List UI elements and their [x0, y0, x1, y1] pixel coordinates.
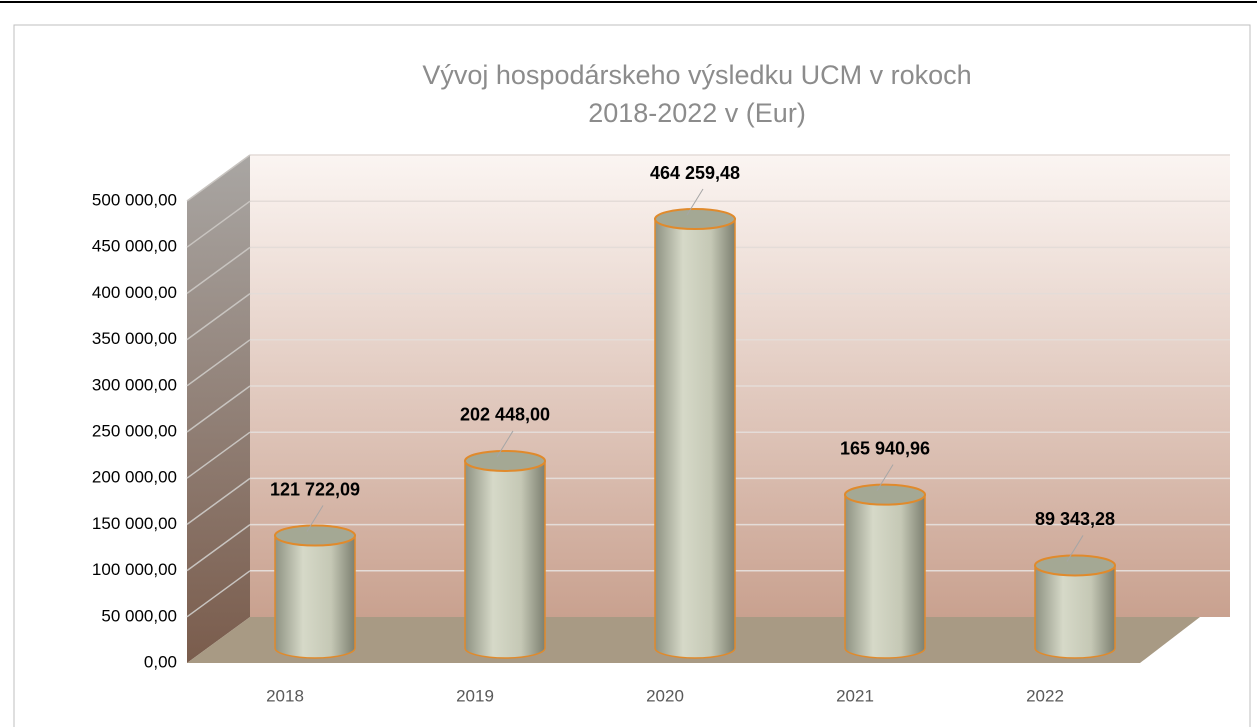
data-label: 165 940,96: [840, 438, 930, 458]
x-tick-label: 2022: [1026, 686, 1064, 705]
data-label: 202 448,00: [460, 405, 550, 425]
y-tick-label: 250 000,00: [92, 421, 177, 440]
y-tick-label: 350 000,00: [92, 329, 177, 348]
cylinder-top: [274, 524, 356, 547]
cylinder: [654, 218, 736, 659]
side-grid-line: [186, 477, 251, 526]
cylinder-top: [464, 449, 546, 472]
chart-title: Vývoj hospodárskeho výsledku UCM v rokoc…: [422, 60, 971, 90]
leader-line: [1066, 535, 1084, 562]
data-label: 464 259,48: [650, 163, 740, 183]
side-grid-line: [186, 200, 251, 248]
data-label: 89 343,28: [1035, 509, 1115, 529]
data-label: 121 722,09: [270, 479, 360, 499]
leader-line: [496, 430, 514, 458]
side-grid-line: [186, 570, 251, 618]
leader-line: [686, 188, 704, 216]
x-tick-label: 2021: [836, 686, 874, 705]
side-grid-line: [186, 339, 251, 387]
leader-line: [306, 505, 324, 532]
cylinder: [274, 534, 356, 659]
side-grid-line: [186, 246, 251, 295]
side-grid-line: [186, 431, 251, 479]
y-tick-label: 150 000,00: [92, 514, 177, 533]
cylinder-top: [1034, 554, 1116, 577]
side-grid-line: [186, 154, 251, 202]
x-tick-label: 2020: [646, 686, 684, 705]
y-tick-label: 50 000,00: [101, 606, 177, 625]
y-tick-label: 400 000,00: [92, 283, 177, 302]
y-tick-label: 450 000,00: [92, 237, 177, 256]
y-tick-label: 100 000,00: [92, 560, 177, 579]
cylinder: [464, 460, 546, 659]
x-tick-label: 2018: [266, 686, 304, 705]
side-grid-line: [186, 385, 251, 433]
chart-title: 2018-2022 v (Eur): [588, 98, 806, 128]
y-tick-label: 200 000,00: [92, 468, 177, 487]
cylinder-top: [844, 483, 926, 506]
cylinder: [844, 493, 926, 659]
cylinder: [1034, 564, 1116, 659]
x-tick-label: 2019: [456, 686, 494, 705]
cylinder-top: [654, 208, 736, 231]
y-tick-label: 0,00: [144, 652, 177, 671]
side-grid-line: [186, 292, 251, 341]
leader-line: [876, 464, 894, 491]
side-grid-line: [186, 523, 251, 572]
chart-frame: [13, 24, 1251, 727]
y-tick-label: 500 000,00: [92, 190, 177, 209]
y-tick-label: 300 000,00: [92, 375, 177, 394]
